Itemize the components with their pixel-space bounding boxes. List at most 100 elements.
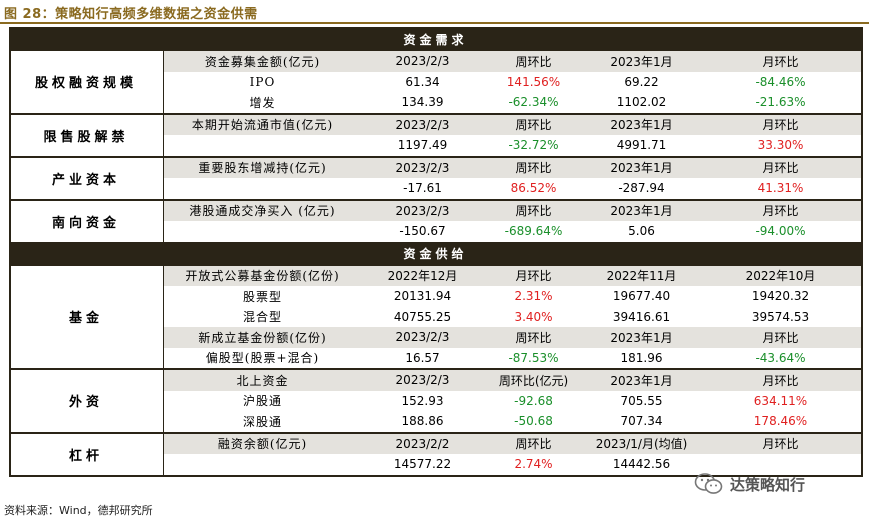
subheader-row (163, 327, 862, 348)
column-header: 2023年1月 (610, 118, 673, 133)
table-cell: 16.57 (405, 350, 440, 365)
table-cell: 2.74% (514, 457, 553, 472)
category-label: 外资 (68, 395, 103, 411)
supply-header-rule (9, 263, 862, 266)
table-cell: -150.67 (399, 224, 446, 239)
table-cell: -92.68 (514, 393, 553, 408)
category-label: 杠杆 (68, 448, 103, 464)
table-cell: 141.56% (506, 74, 561, 89)
table-cell: -689.64% (504, 224, 563, 239)
subheader-row (163, 265, 862, 286)
subheader-row (163, 157, 862, 178)
table-cell: -43.64% (755, 350, 806, 365)
subheader-row (163, 433, 862, 454)
column-header: 月环比 (762, 373, 799, 388)
category-divider (163, 265, 164, 368)
column-header: 2023/2/3 (395, 373, 450, 388)
table-cell: 20131.94 (393, 289, 452, 304)
category-divider (163, 200, 164, 242)
column-header: 月环比 (762, 118, 799, 133)
column-header: 月环比 (762, 437, 799, 452)
table-cell: -32.72% (508, 138, 559, 153)
category-divider (163, 370, 164, 432)
category-label: 基金 (68, 311, 103, 327)
table-cell (163, 221, 362, 242)
table-cell (163, 135, 362, 156)
table-cell: 181.96 (620, 350, 663, 365)
table-left-border (9, 27, 11, 477)
column-header: 2023/1/月(均值) (595, 437, 688, 452)
table-cell: 188.86 (401, 414, 444, 429)
table-cell: 1102.02 (616, 95, 667, 110)
column-header: 2023/2/3 (395, 330, 450, 345)
table-top-border (9, 27, 862, 29)
column-header: 周环比 (515, 437, 552, 452)
column-header: 月环比 (762, 54, 799, 69)
table-cell: 5.06 (628, 224, 655, 239)
column-header: 融资余额(亿元) (217, 437, 308, 452)
table-cell: -62.34% (508, 95, 559, 110)
subheader-row (163, 51, 862, 72)
section-rule (9, 112, 862, 115)
section-rule (9, 474, 862, 477)
table-cell: 134.39 (401, 95, 444, 110)
subheader-row (163, 114, 862, 135)
table-cell: -87.53% (508, 350, 559, 365)
table-cell: -94.00% (755, 224, 806, 239)
table-cell: 混合型 (242, 310, 282, 325)
column-header: 周环比 (515, 118, 552, 133)
figure-title: 图 28：策略知行高频多维数据之资金供需 (4, 7, 258, 22)
table-cell: 41.31% (757, 181, 804, 196)
column-header: 2023年1月 (610, 373, 673, 388)
table-cell: 707.34 (620, 414, 663, 429)
table-cell: 705.55 (620, 393, 663, 408)
source-note: 资料来源：Wind，德邦研究所 (4, 504, 153, 517)
subheader-row (163, 200, 862, 221)
table-cell: 634.11% (753, 393, 808, 408)
column-header: 开放式公募基金份额(亿份) (185, 269, 340, 284)
section-rule (9, 155, 862, 158)
section-rule (9, 241, 862, 244)
column-header: 港股通成交净买入 (亿元) (189, 204, 336, 219)
column-header: 周环比 (515, 330, 552, 345)
column-header: 资金募集金额(亿元) (204, 54, 321, 69)
column-header: 月环比 (515, 269, 552, 284)
table-cell: 19677.40 (612, 289, 671, 304)
column-header: 2023/2/3 (395, 54, 450, 69)
table-cell (163, 454, 362, 475)
column-header: 周环比(亿元) (498, 373, 569, 388)
category-divider (163, 157, 164, 199)
section-rule (9, 368, 862, 370)
table-cell: 4991.71 (616, 138, 667, 153)
table-cell: 39574.53 (751, 309, 810, 324)
category-divider (163, 433, 164, 475)
wechat-icon (694, 473, 723, 494)
table-cell (163, 178, 362, 199)
column-header: 2023年1月 (610, 161, 673, 176)
column-header: 周环比 (515, 204, 552, 219)
category-divider (163, 114, 164, 156)
watermark-text: 达策略知行 (730, 475, 806, 494)
column-header: 周环比 (515, 161, 552, 176)
table-cell: 偏股型(股票+混合) (205, 351, 320, 366)
table-cell: 39416.61 (612, 309, 671, 324)
column-header: 2022年11月 (606, 269, 677, 284)
table-cell: 86.52% (510, 181, 557, 196)
table-cell: -84.46% (755, 74, 806, 89)
demand-header-rule (9, 49, 862, 51)
category-divider (163, 51, 164, 113)
category-label: 股权融资规模 (34, 76, 137, 92)
subheader-row (163, 370, 862, 391)
table-cell: 3.40% (514, 309, 553, 324)
column-header: 重要股东增减持(亿元) (198, 161, 327, 176)
table-cell: 增发 (249, 95, 276, 110)
column-header: 2023年1月 (610, 54, 673, 69)
table-cell: -17.61 (403, 181, 442, 196)
column-header: 2022年10月 (745, 269, 816, 284)
table-cell: 14577.22 (393, 457, 452, 472)
column-header: 2023/2/3 (395, 203, 450, 218)
supply-header: 资金供给 (9, 243, 862, 264)
column-header: 2023年1月 (610, 204, 673, 219)
table-cell: 股票型 (242, 289, 282, 304)
